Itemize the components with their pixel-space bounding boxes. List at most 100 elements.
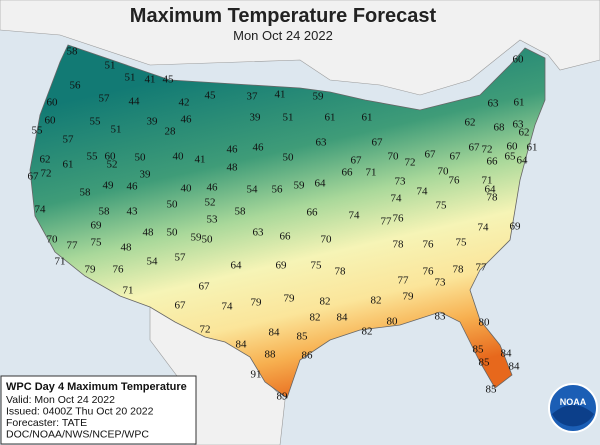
temperature-label: 50 xyxy=(283,152,295,164)
temperature-label: 61 xyxy=(362,112,373,124)
temperature-label: 78 xyxy=(453,264,465,276)
temperature-label: 48 xyxy=(227,162,239,174)
temperature-label: 50 xyxy=(135,152,147,164)
info-line: Forecaster: TATE xyxy=(6,417,87,429)
temperature-label: 51 xyxy=(105,60,116,72)
temperature-label: 68 xyxy=(494,122,506,134)
temperature-label: 67 xyxy=(175,300,187,312)
us-land xyxy=(29,44,546,399)
temperature-label: 89 xyxy=(277,391,289,403)
temperature-label: 69 xyxy=(510,221,522,233)
temperature-label: 74 xyxy=(478,222,490,234)
temperature-label: 63 xyxy=(513,119,525,131)
temperature-label: 50 xyxy=(167,199,179,211)
temperature-label: 76 xyxy=(393,213,405,225)
temperature-label: 62 xyxy=(465,117,476,129)
temperature-label: 79 xyxy=(403,291,415,303)
temperature-label: 73 xyxy=(435,277,447,289)
temperature-label: 53 xyxy=(207,214,219,226)
temperature-label: 46 xyxy=(207,182,219,194)
temperature-label: 41 xyxy=(275,89,286,101)
temperature-label: 77 xyxy=(476,262,488,274)
temperature-label: 66 xyxy=(342,167,354,179)
temperature-label: 65 xyxy=(505,151,517,163)
temperature-label: 55 xyxy=(87,151,99,163)
temperature-label: 78 xyxy=(393,239,405,251)
temperature-label: 39 xyxy=(140,169,152,181)
temperature-label: 60 xyxy=(105,151,117,163)
temperature-label: 50 xyxy=(167,227,179,239)
temperature-label: 58 xyxy=(235,206,247,218)
temperature-label: 88 xyxy=(265,349,277,361)
temperature-label: 61 xyxy=(514,97,525,109)
temperature-label: 76 xyxy=(113,264,125,276)
temperature-label: 46 xyxy=(253,142,265,154)
title: Maximum Temperature Forecast xyxy=(130,5,437,27)
temperature-label: 45 xyxy=(205,90,217,102)
temperature-label: 75 xyxy=(311,260,323,272)
temperature-label: 39 xyxy=(250,112,262,124)
temperature-label: 46 xyxy=(227,144,239,156)
temperature-label: 71 xyxy=(55,256,66,268)
temperature-label: 41 xyxy=(195,154,206,166)
subtitle: Mon Oct 24 2022 xyxy=(233,28,333,43)
temperature-label: 85 xyxy=(486,384,498,396)
temperature-label: 42 xyxy=(179,97,190,109)
temperature-label: 84 xyxy=(269,327,281,339)
temperature-label: 52 xyxy=(107,159,118,171)
temperature-label: 51 xyxy=(111,124,122,136)
temperature-label: 64 xyxy=(315,178,327,190)
temperature-label: 85 xyxy=(473,344,485,356)
temperature-label: 71 xyxy=(366,167,377,179)
temperature-label: 54 xyxy=(147,256,159,268)
temperature-label: 51 xyxy=(283,112,294,124)
temperature-label: 58 xyxy=(67,46,79,58)
temperature-label: 82 xyxy=(362,326,373,338)
temperature-label: 74 xyxy=(222,301,234,313)
temperature-label: 48 xyxy=(143,227,155,239)
temperature-label: 78 xyxy=(487,192,499,204)
temperature-label: 49 xyxy=(103,180,115,192)
temperature-label: 60 xyxy=(507,141,519,153)
temperature-label: 72 xyxy=(482,144,493,156)
temperature-label: 84 xyxy=(509,361,521,373)
info-line: Valid: Mon Oct 24 2022 xyxy=(6,394,115,406)
temperature-label: 77 xyxy=(398,275,410,287)
temperature-label: 75 xyxy=(456,237,468,249)
temperature-label: 71 xyxy=(482,175,493,187)
canada xyxy=(0,0,600,96)
temperature-label: 82 xyxy=(310,312,321,324)
logo-text: NOAA xyxy=(560,397,587,407)
temperature-label: 70 xyxy=(388,151,400,163)
temperature-label: 41 xyxy=(145,74,156,86)
temperature-label: 44 xyxy=(129,96,141,108)
temperature-label: 85 xyxy=(297,331,309,343)
temperature-label: 67 xyxy=(199,281,211,293)
temperature-label: 86 xyxy=(302,350,314,362)
temperature-label: 82 xyxy=(371,295,382,307)
temperature-label: 45 xyxy=(163,74,175,86)
temperature-label: 84 xyxy=(337,312,349,324)
temperature-label: 40 xyxy=(181,183,193,195)
temperature-label: 57 xyxy=(175,252,187,264)
temperature-label: 56 xyxy=(70,80,82,92)
temperature-label: 58 xyxy=(80,187,92,199)
temperature-label: 58 xyxy=(99,206,111,218)
temperature-label: 84 xyxy=(501,348,513,360)
temperature-label: 39 xyxy=(147,116,159,128)
temperature-label: 67 xyxy=(28,171,40,183)
temperature-label: 70 xyxy=(438,166,450,178)
temperature-label: 59 xyxy=(294,180,306,192)
temperature-label: 56 xyxy=(272,184,284,196)
temperature-label: 71 xyxy=(123,285,134,297)
temperature-label: 77 xyxy=(381,216,393,228)
temperature-label: 70 xyxy=(321,234,333,246)
temperature-label: 61 xyxy=(325,112,336,124)
temperature-label: 80 xyxy=(387,316,399,328)
temperature-label: 46 xyxy=(127,181,139,193)
info-line: DOC/NOAA/NWS/NCEP/WPC xyxy=(6,429,149,441)
temperature-label: 84 xyxy=(236,339,248,351)
temperature-label: 91 xyxy=(251,369,262,381)
